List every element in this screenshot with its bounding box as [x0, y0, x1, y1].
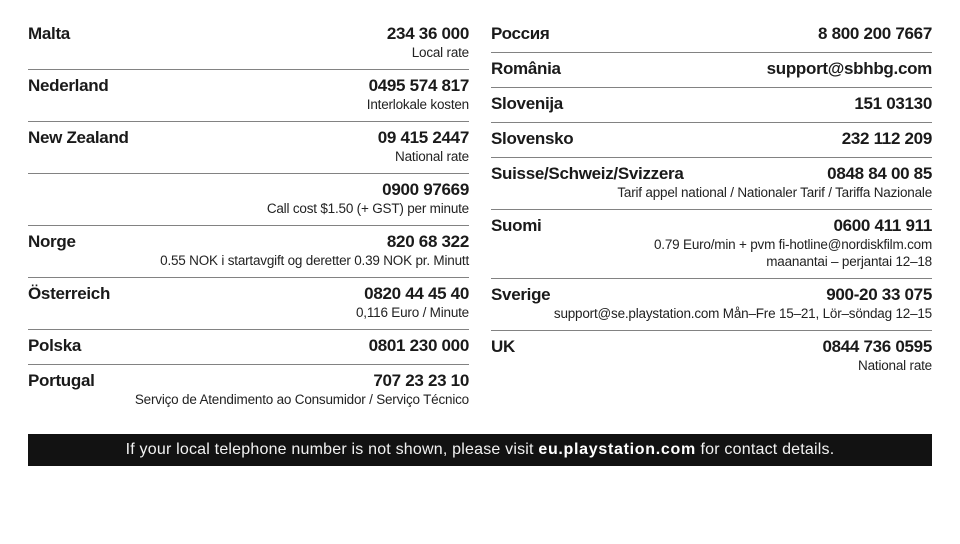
rate-note: 0.55 NOK i startavgift og deretter 0.39 … — [160, 253, 469, 268]
contact-entry: Österreich 0820 44 45 40 0,116 Euro / Mi… — [28, 278, 469, 330]
contact-entry: România support@sbhbg.com — [491, 53, 932, 88]
footer-text-prefix: If your local telephone number is not sh… — [125, 441, 539, 458]
country-name: Slovensko — [491, 129, 574, 148]
contact-entry: Malta 234 36 000 Local rate — [28, 18, 469, 70]
contact-entry: Portugal 707 23 23 10 Serviço de Atendim… — [28, 365, 469, 416]
entry-main-row: Россия 8 800 200 7667 — [491, 23, 932, 44]
contact-number: 707 23 23 10 — [373, 371, 469, 390]
contact-entry: 0900 97669 Call cost $1.50 (+ GST) per m… — [28, 174, 469, 226]
contact-number: 0848 84 00 85 — [827, 164, 932, 183]
contact-number: support@sbhbg.com — [766, 59, 933, 78]
country-name: Polska — [28, 336, 82, 355]
country-name: New Zealand — [28, 128, 129, 147]
contact-number: 0801 230 000 — [368, 336, 470, 355]
entry-main-row: Nederland 0495 574 817 — [28, 75, 469, 96]
contact-number: 09 415 2447 — [377, 128, 470, 147]
entry-main-row: Sverige 900-20 33 075 — [491, 284, 932, 305]
entry-main-row: New Zealand 09 415 2447 — [28, 127, 469, 148]
country-name: Norge — [28, 232, 76, 251]
rate-note: 0,116 Euro / Minute — [355, 305, 469, 320]
contact-entry: New Zealand 09 415 2447 National rate — [28, 122, 469, 174]
country-name: Sverige — [491, 285, 551, 304]
rate-note: Interlokale kosten — [366, 97, 469, 112]
contact-entry: Polska 0801 230 000 — [28, 330, 469, 365]
contact-entry: UK 0844 736 0595 National rate — [491, 331, 932, 382]
contact-number: 0844 736 0595 — [822, 337, 932, 356]
entry-main-row: Norge 820 68 322 — [28, 231, 469, 252]
contact-columns: Malta 234 36 000 Local rate Nederland 04… — [28, 18, 932, 416]
footer-bar: If your local telephone number is not sh… — [28, 434, 932, 466]
rate-note: 0.79 Euro/min + pvm fi-hotline@nordiskfi… — [654, 237, 932, 252]
country-name: Suomi — [491, 216, 542, 235]
contact-number: 0820 44 45 40 — [364, 284, 469, 303]
contact-number: 820 68 322 — [386, 232, 469, 251]
rate-note: maanantai – perjantai 12–18 — [766, 254, 932, 269]
entry-main-row: Suomi 0600 411 911 — [491, 215, 932, 236]
contact-entry: Norge 820 68 322 0.55 NOK i startavgift … — [28, 226, 469, 278]
entry-main-row: Polska 0801 230 000 — [28, 335, 469, 356]
contact-entry: Suomi 0600 411 911 0.79 Euro/min + pvm f… — [491, 210, 932, 279]
contact-entry: Россия 8 800 200 7667 — [491, 18, 932, 53]
contact-number: 0600 411 911 — [833, 216, 932, 235]
contact-number: 900-20 33 075 — [826, 285, 932, 304]
rate-note: National rate — [858, 358, 932, 373]
entry-main-row: Slovensko 232 112 209 — [491, 128, 932, 149]
contact-number: 151 03130 — [854, 94, 932, 113]
rate-note: support@se.playstation.com Mån–Fre 15–21… — [553, 306, 932, 321]
country-name: Россия — [491, 24, 550, 43]
contact-number: 0900 97669 — [382, 180, 469, 199]
rate-note: Local rate — [411, 45, 469, 60]
footer-url: eu.playstation.com — [538, 441, 696, 458]
contact-number: 0495 574 817 — [368, 76, 470, 95]
entry-main-row: Suisse/Schweiz/Svizzera 0848 84 00 85 — [491, 163, 932, 184]
rate-note: Call cost $1.50 (+ GST) per minute — [266, 201, 469, 216]
country-name: Nederland — [28, 76, 109, 95]
entry-main-row: Österreich 0820 44 45 40 — [28, 283, 469, 304]
country-name: UK — [491, 337, 515, 356]
contact-entry: Slovensko 232 112 209 — [491, 123, 932, 158]
country-name: Österreich — [28, 284, 111, 303]
contact-column-left: Malta 234 36 000 Local rate Nederland 04… — [28, 18, 469, 416]
rate-note: National rate — [395, 149, 469, 164]
contact-column-right: Россия 8 800 200 7667 România support@sb… — [491, 18, 932, 416]
entry-main-row: Slovenija 151 03130 — [491, 93, 932, 114]
contact-number: 234 36 000 — [386, 24, 469, 43]
contact-entry: Suisse/Schweiz/Svizzera 0848 84 00 85 Ta… — [491, 158, 932, 210]
entry-main-row: 0900 97669 — [28, 179, 469, 200]
country-name: Slovenija — [491, 94, 563, 113]
rate-note: Tarif appel national / Nationaler Tarif … — [617, 185, 932, 200]
footer-text-suffix: for contact details. — [695, 441, 835, 458]
contact-entry: Nederland 0495 574 817 Interlokale koste… — [28, 70, 469, 122]
country-name: Suisse/Schweiz/Svizzera — [491, 164, 684, 183]
contact-entry: Sverige 900-20 33 075 support@se.playsta… — [491, 279, 932, 331]
contact-number: 8 800 200 7667 — [818, 24, 932, 43]
contact-number: 232 112 209 — [841, 129, 933, 148]
contact-entry: Slovenija 151 03130 — [491, 88, 932, 123]
entry-main-row: Portugal 707 23 23 10 — [28, 370, 469, 391]
entry-main-row: Malta 234 36 000 — [28, 23, 469, 44]
country-name: Malta — [28, 24, 70, 43]
rate-note: Serviço de Atendimento ao Consumidor / S… — [134, 392, 469, 407]
entry-main-row: România support@sbhbg.com — [491, 58, 932, 79]
country-name: România — [491, 59, 561, 78]
entry-main-row: UK 0844 736 0595 — [491, 336, 932, 357]
country-name: Portugal — [28, 371, 95, 390]
